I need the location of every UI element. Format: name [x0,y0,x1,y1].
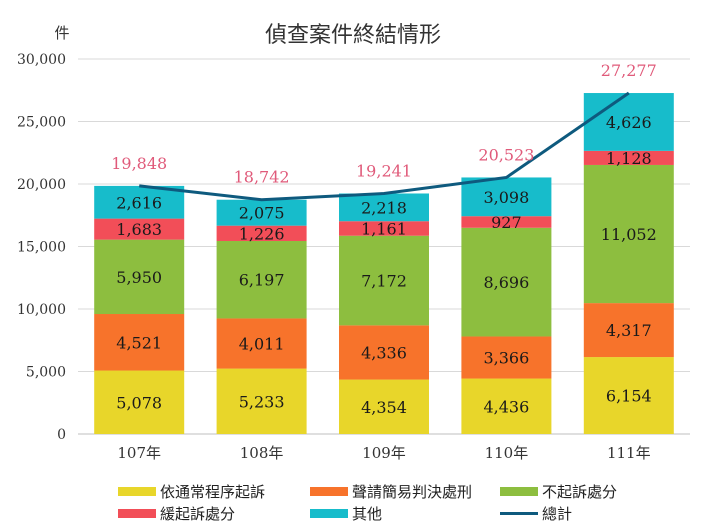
bar-data-label: 1,683 [116,220,162,239]
bar-data-label: 1,128 [606,149,652,168]
bar-data-label: 6,197 [239,271,285,290]
y-tick-label: 15,000 [17,240,66,256]
bar-data-label: 1,161 [361,219,407,238]
bar-segment [583,357,674,434]
bar-data-label: 927 [491,213,522,232]
bar-data-label: 4,011 [239,335,285,354]
y-axis-label: 件 [54,24,69,42]
bar-segment [216,225,307,241]
bar-segment [216,318,307,369]
bar-segment [461,336,552,379]
y-tick-label: 30,000 [17,52,66,68]
bar-data-label: 7,172 [361,272,407,291]
bar-segment [583,303,674,358]
bar-segment [339,221,429,236]
total-line [139,91,630,202]
bar-segment [94,218,185,240]
bar-segment [339,379,429,434]
total-data-label: 27,277 [601,61,657,80]
total-data-label: 19,241 [356,161,412,180]
bar-data-label: 4,336 [361,343,407,362]
bar-segment [461,216,552,228]
bar-segment [339,235,429,326]
bar-data-label: 4,317 [606,321,652,340]
bar-segment [461,177,552,217]
x-tick-label: 111年 [607,444,651,462]
bar-segment [583,93,674,151]
bar-data-label: 2,075 [239,204,285,223]
bar-data-label: 4,354 [361,398,407,417]
bar-data-label: 2,616 [116,193,162,212]
y-tick-label: 10,000 [17,302,66,318]
total-data-label: 19,848 [111,154,167,173]
bar-segment [94,370,185,434]
bar-data-label: 3,098 [483,188,529,207]
bar-segment [216,199,307,226]
y-tick-label: 5,000 [26,365,66,381]
bar-segment [216,240,307,319]
bar-segment [339,325,429,380]
y-tick-label: 20,000 [17,177,66,193]
x-tick-label: 110年 [485,444,529,462]
bar-data-label: 5,078 [116,393,162,412]
bar-segment [94,239,185,315]
bar-segment [583,164,674,304]
x-tick-label: 109年 [362,444,406,462]
bar-data-label: 8,696 [483,273,529,292]
bar-data-label: 5,233 [239,392,285,411]
bar-segment [216,368,307,434]
x-tick-label: 107年 [117,444,161,462]
bar-segment [339,193,429,222]
chart-title: 偵查案件終結情形 [265,23,441,48]
bar-segment [94,314,185,371]
bar-segment [583,150,674,165]
bar-data-label: 3,366 [483,349,529,368]
y-tick-label: 0 [57,427,66,443]
bar-data-label: 1,226 [239,224,285,243]
bar-data-label: 4,521 [116,333,162,352]
bar-data-label: 6,154 [606,387,652,406]
bar-segment [94,185,185,219]
y-tick-label: 25,000 [17,115,66,131]
total-data-label: 20,523 [478,145,534,164]
bar-data-label: 2,218 [361,198,407,217]
bar-segment [461,227,552,337]
bar-segment [461,378,552,434]
total-data-label: 18,742 [234,168,290,187]
bar-data-label: 11,052 [601,225,657,244]
bar-data-label: 5,950 [116,268,162,287]
x-tick-label: 108年 [240,444,284,462]
bar-data-label: 4,626 [606,113,652,132]
bar-data-label: 4,436 [483,397,529,416]
